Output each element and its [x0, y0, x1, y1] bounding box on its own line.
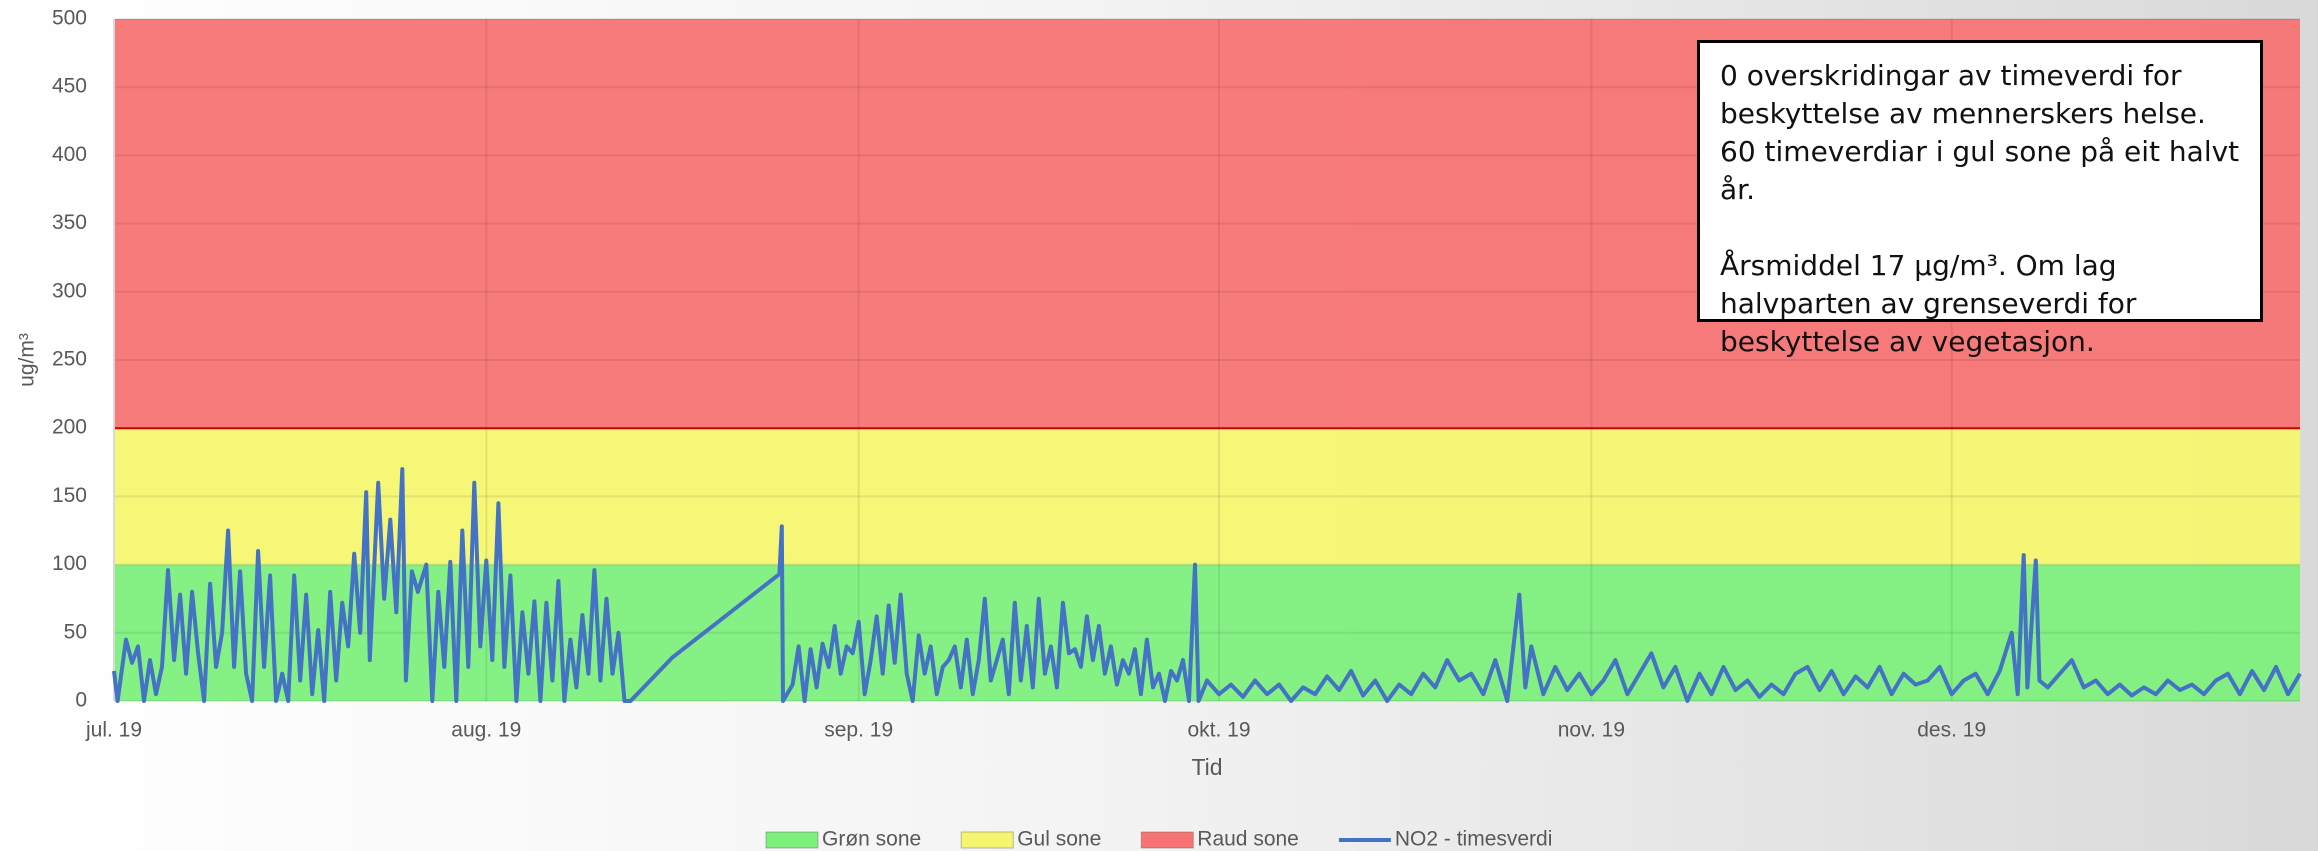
legend-label: Gul sone [1017, 828, 1101, 851]
y-axis-title: ug/m³ [16, 333, 39, 387]
legend-label: NO2 - timesverdi [1395, 828, 1553, 851]
page: {"chart_data": { "type": "line", "y_labe… [0, 0, 2318, 851]
x-tick-label: aug. 19 [451, 719, 521, 742]
y-tick-label: 50 [64, 620, 87, 643]
y-tick-label: 150 [52, 484, 87, 507]
legend-swatch [1141, 832, 1193, 848]
x-tick-label: jul. 19 [85, 719, 142, 742]
y-tick-label: 300 [52, 279, 87, 302]
y-tick-label: 350 [52, 211, 87, 234]
y-tick-label: 250 [52, 348, 87, 371]
annotation-text: 0 overskridingar av timeverdi for beskyt… [1720, 57, 2240, 209]
y-tick-label: 450 [52, 75, 87, 98]
legend-label: Grøn sone [822, 828, 921, 851]
x-tick-label: nov. 19 [1558, 719, 1625, 742]
y-tick-label: 500 [52, 7, 87, 30]
y-tick-label: 0 [75, 689, 87, 712]
x-tick-label: des. 19 [1917, 719, 1986, 742]
x-tick-label: okt. 19 [1187, 719, 1250, 742]
y-tick-label: 200 [52, 416, 87, 439]
y-tick-label: 100 [52, 552, 87, 575]
legend-label: Raud sone [1197, 828, 1299, 851]
legend-swatch [766, 832, 818, 848]
legend-swatch [961, 832, 1013, 848]
annotation-box: 0 overskridingar av timeverdi for beskyt… [1697, 40, 2263, 322]
x-axis-title: Tid [1191, 754, 1222, 780]
legend: Grøn sone Gul sone Raud sone NO2 - timesver… [766, 828, 1552, 851]
x-tick-label: sep. 19 [824, 719, 893, 742]
annotation-text: Årsmiddel 17 µg/m³. Om lag halvparten av… [1720, 247, 2240, 361]
y-tick-label: 400 [52, 143, 87, 166]
